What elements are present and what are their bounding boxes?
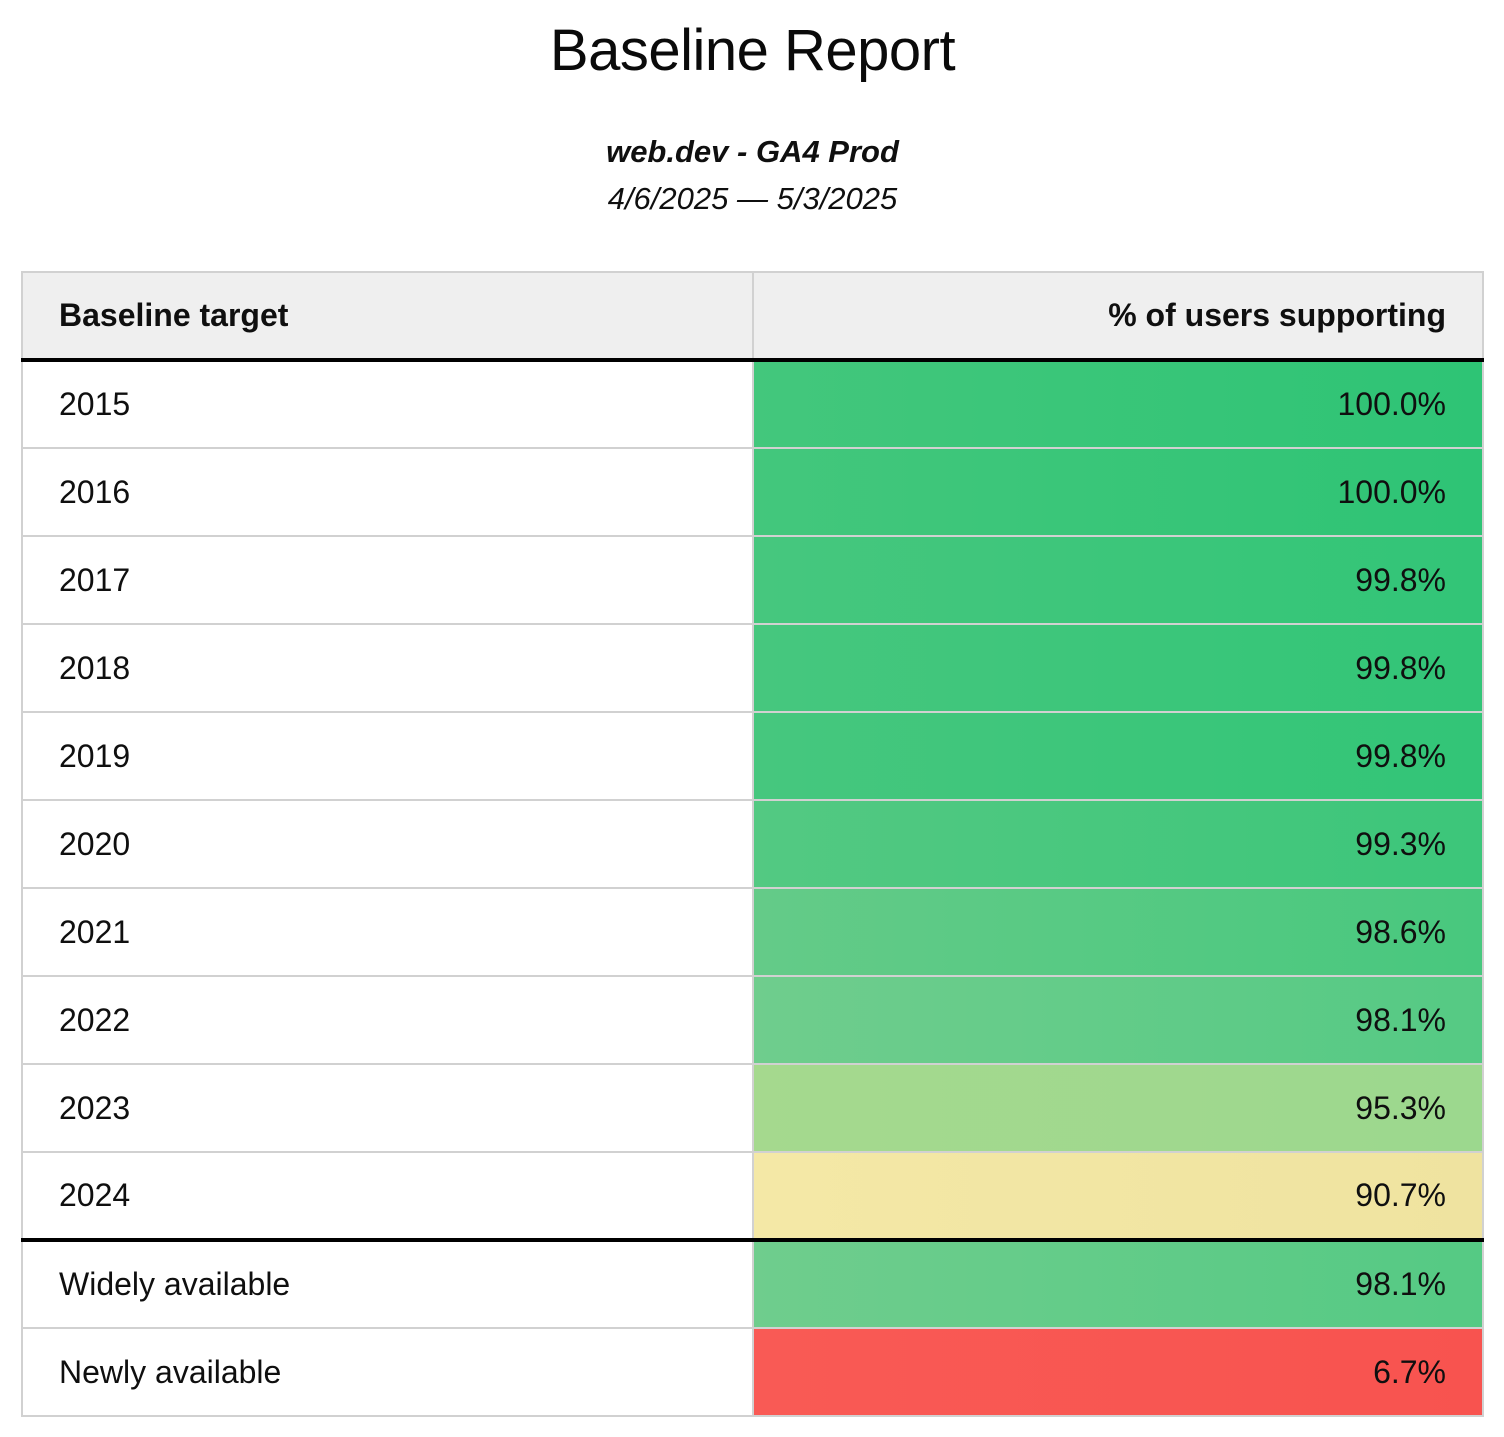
baseline-target-cell: 2019 xyxy=(21,711,754,802)
support-percentage-cell: 99.8% xyxy=(751,711,1484,802)
support-percentage-cell: 6.7% xyxy=(751,1327,1484,1418)
support-percentage-cell: 99.8% xyxy=(751,535,1484,626)
column-header-baseline-target: Baseline target xyxy=(21,271,754,363)
table-row: 2015 100.0% xyxy=(21,359,1484,450)
support-percentage-cell: 99.8% xyxy=(751,623,1484,714)
table-row: 2016 100.0% xyxy=(21,447,1484,538)
support-percentage-cell: 98.6% xyxy=(751,887,1484,978)
table-body: 2015 100.0% 2016 100.0% 2017 99.8% 2018 99.8% 20… xyxy=(21,359,1484,1418)
table-row: 2023 95.3% xyxy=(21,1063,1484,1154)
support-percentage-cell: 100.0% xyxy=(751,447,1484,538)
table-row: 2018 99.8% xyxy=(21,623,1484,714)
support-percentage-cell: 95.3% xyxy=(751,1063,1484,1154)
baseline-target-cell: Newly available xyxy=(21,1327,754,1418)
table-head: Baseline target % of users supporting xyxy=(21,271,1484,363)
table-row: 2020 99.3% xyxy=(21,799,1484,890)
baseline-target-cell: 2021 xyxy=(21,887,754,978)
support-percentage-cell: 100.0% xyxy=(751,359,1484,450)
baseline-target-cell: 2015 xyxy=(21,359,754,450)
support-percentage-cell: 90.7% xyxy=(751,1151,1484,1242)
support-percentage-cell: 98.1% xyxy=(751,975,1484,1066)
baseline-target-cell: 2024 xyxy=(21,1151,754,1242)
baseline-target-cell: 2020 xyxy=(21,799,754,890)
table-row: 2022 98.1% xyxy=(21,975,1484,1066)
column-header-percent-users-supporting: % of users supporting xyxy=(751,271,1484,363)
table-row: Newly available 6.7% xyxy=(21,1327,1484,1418)
table-row: 2021 98.6% xyxy=(21,887,1484,978)
table-row: 2019 99.8% xyxy=(21,711,1484,802)
report-property-name: web.dev - GA4 Prod xyxy=(606,133,899,169)
table-row: 2017 99.8% xyxy=(21,535,1484,626)
baseline-support-table: Baseline target % of users supporting 20… xyxy=(21,271,1484,1418)
support-percentage-cell: 99.3% xyxy=(751,799,1484,890)
baseline-target-cell: 2022 xyxy=(21,975,754,1066)
baseline-target-cell: 2016 xyxy=(21,447,754,538)
baseline-target-cell: Widely available xyxy=(21,1238,754,1330)
table-row: 2024 90.7% xyxy=(21,1151,1484,1242)
report-date-range: 4/6/2025 — 5/3/2025 xyxy=(607,180,898,216)
table-row: Widely available 98.1% xyxy=(21,1238,1484,1330)
page-title: Baseline Report xyxy=(549,18,956,83)
support-percentage-cell: 98.1% xyxy=(751,1238,1484,1330)
baseline-target-cell: 2018 xyxy=(21,623,754,714)
baseline-target-cell: 2017 xyxy=(21,535,754,626)
baseline-target-cell: 2023 xyxy=(21,1063,754,1154)
table-header-row: Baseline target % of users supporting xyxy=(21,271,1484,363)
